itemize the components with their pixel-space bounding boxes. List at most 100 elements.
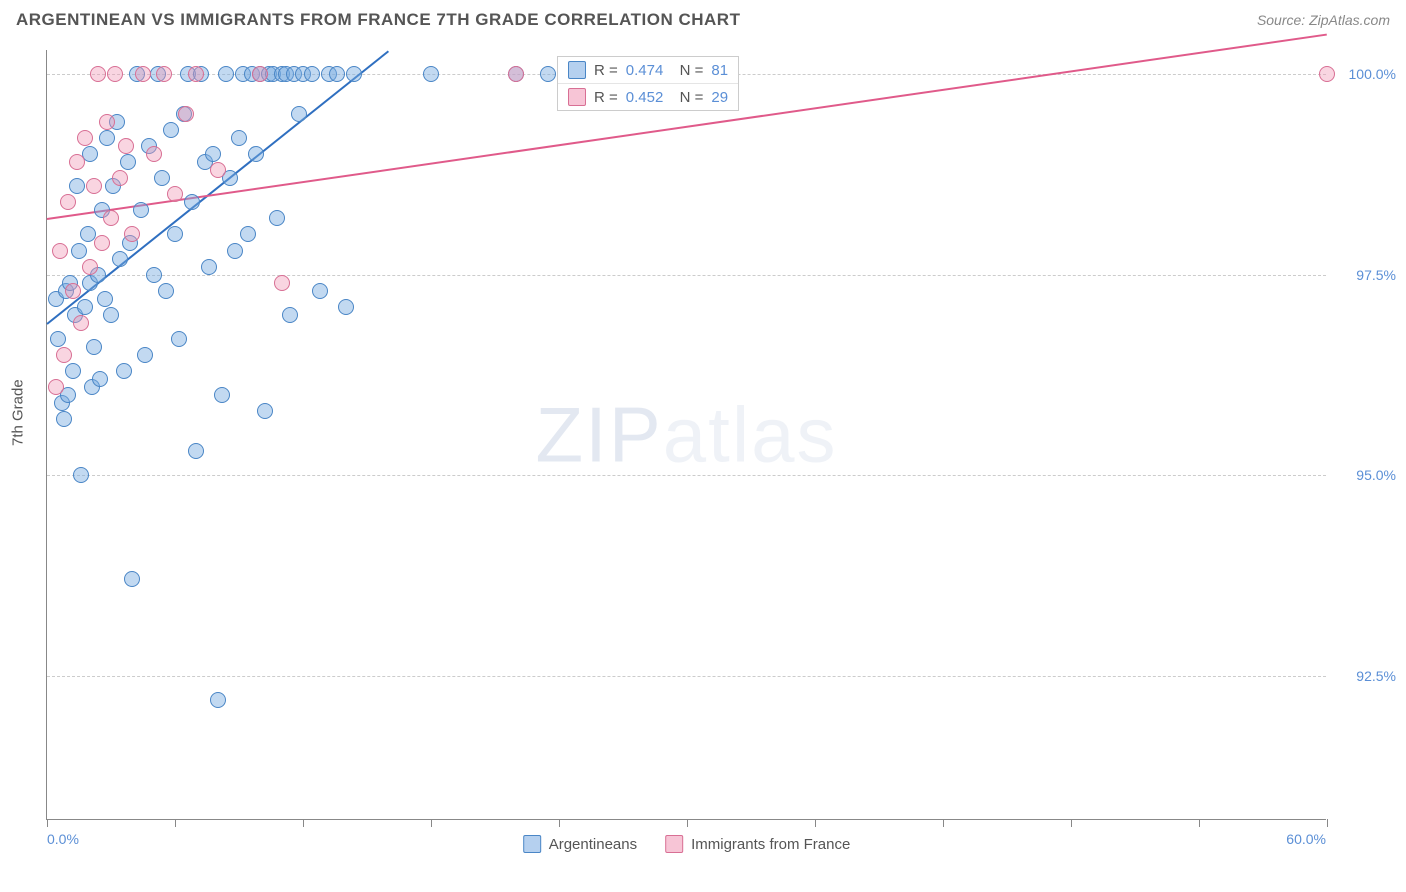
legend-item: Argentineans — [523, 835, 637, 853]
data-point — [86, 178, 102, 194]
data-point — [90, 66, 106, 82]
data-point — [124, 226, 140, 242]
data-point — [69, 154, 85, 170]
data-point — [346, 66, 362, 82]
data-point — [92, 371, 108, 387]
data-point — [124, 571, 140, 587]
data-point — [156, 66, 172, 82]
legend-swatch — [665, 835, 683, 853]
data-point — [188, 443, 204, 459]
data-point — [103, 307, 119, 323]
x-tick — [47, 819, 48, 827]
data-point — [52, 243, 68, 259]
data-point — [257, 403, 273, 419]
data-point — [56, 411, 72, 427]
legend-label: Argentineans — [549, 836, 637, 853]
scatter-chart: ZIPatlas ArgentineansImmigrants from Fra… — [46, 50, 1326, 820]
data-point — [210, 162, 226, 178]
data-point — [107, 66, 123, 82]
data-point — [329, 66, 345, 82]
data-point — [240, 226, 256, 242]
data-point — [56, 347, 72, 363]
data-point — [201, 259, 217, 275]
data-point — [1319, 66, 1335, 82]
stats-row: R = 0.474 N = 81 — [558, 57, 738, 83]
data-point — [158, 283, 174, 299]
data-point — [252, 66, 268, 82]
data-point — [184, 194, 200, 210]
data-point — [274, 275, 290, 291]
x-tick — [1071, 819, 1072, 827]
legend-label: Immigrants from France — [691, 836, 850, 853]
data-point — [154, 170, 170, 186]
y-tick-label: 97.5% — [1336, 267, 1396, 283]
data-point — [338, 299, 354, 315]
data-point — [73, 315, 89, 331]
x-tick — [1327, 819, 1328, 827]
data-point — [77, 130, 93, 146]
data-point — [218, 66, 234, 82]
data-point — [178, 106, 194, 122]
data-point — [167, 226, 183, 242]
title-bar: ARGENTINEAN VS IMMIGRANTS FROM FRANCE 7T… — [0, 0, 1406, 40]
x-first-label: 0.0% — [47, 831, 79, 847]
data-point — [77, 299, 93, 315]
watermark: ZIPatlas — [535, 389, 837, 480]
gridline — [47, 676, 1326, 677]
data-point — [508, 66, 524, 82]
x-tick — [431, 819, 432, 827]
data-point — [146, 146, 162, 162]
correlation-stats-box: R = 0.474 N = 81R = 0.452 N = 29 — [557, 56, 739, 111]
legend-swatch — [568, 88, 586, 106]
legend-swatch — [523, 835, 541, 853]
data-point — [269, 210, 285, 226]
x-tick — [303, 819, 304, 827]
gridline — [47, 475, 1326, 476]
data-point — [171, 331, 187, 347]
data-point — [71, 243, 87, 259]
data-point — [210, 692, 226, 708]
data-point — [120, 154, 136, 170]
x-last-label: 60.0% — [1286, 831, 1326, 847]
y-tick-label: 95.0% — [1336, 467, 1396, 483]
data-point — [65, 363, 81, 379]
gridline — [47, 275, 1326, 276]
chart-title: ARGENTINEAN VS IMMIGRANTS FROM FRANCE 7T… — [16, 10, 740, 30]
data-point — [188, 66, 204, 82]
legend-item: Immigrants from France — [665, 835, 850, 853]
y-axis-title: 7th Grade — [10, 379, 27, 446]
data-point — [205, 146, 221, 162]
data-point — [116, 363, 132, 379]
data-point — [86, 339, 102, 355]
data-point — [167, 186, 183, 202]
data-point — [163, 122, 179, 138]
data-point — [69, 178, 85, 194]
data-point — [137, 347, 153, 363]
data-point — [135, 66, 151, 82]
data-point — [282, 307, 298, 323]
data-point — [50, 331, 66, 347]
legend-swatch — [568, 61, 586, 79]
data-point — [94, 235, 110, 251]
x-tick — [1199, 819, 1200, 827]
x-tick — [559, 819, 560, 827]
data-point — [304, 66, 320, 82]
data-point — [82, 259, 98, 275]
data-point — [60, 194, 76, 210]
stats-row: R = 0.452 N = 29 — [558, 83, 738, 110]
data-point — [146, 267, 162, 283]
data-point — [48, 379, 64, 395]
data-point — [97, 291, 113, 307]
data-point — [80, 226, 96, 242]
legend: Argentineans Immigrants from France — [523, 835, 851, 853]
data-point — [118, 138, 134, 154]
source-label: Source: ZipAtlas.com — [1257, 12, 1390, 28]
data-point — [248, 146, 264, 162]
data-point — [99, 130, 115, 146]
data-point — [112, 170, 128, 186]
x-tick — [175, 819, 176, 827]
data-point — [423, 66, 439, 82]
data-point — [227, 243, 243, 259]
x-tick — [687, 819, 688, 827]
y-tick-label: 100.0% — [1336, 66, 1396, 82]
